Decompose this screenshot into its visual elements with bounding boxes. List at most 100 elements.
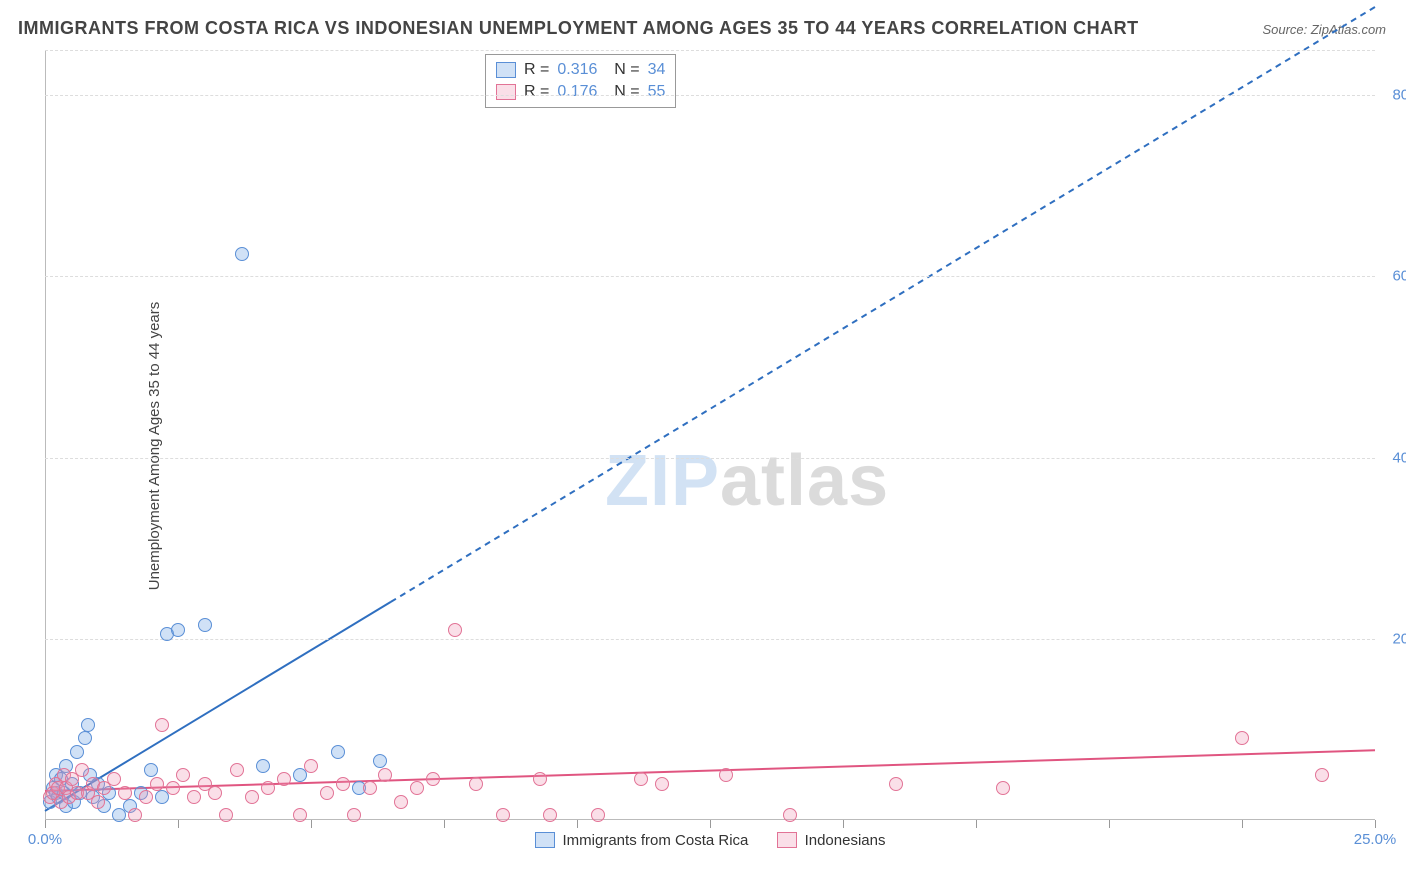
x-tick-label: 0.0% <box>28 831 62 848</box>
data-point <box>277 772 291 786</box>
data-point <box>347 808 361 822</box>
data-point <box>91 795 105 809</box>
legend-stats: R = 0.316 N = 34 R = 0.176 N = 55 <box>485 54 676 108</box>
swatch-b-icon <box>777 832 797 848</box>
data-point <box>394 795 408 809</box>
data-point <box>70 745 84 759</box>
chart-container: IMMIGRANTS FROM COSTA RICA VS INDONESIAN… <box>0 0 1406 892</box>
data-point <box>166 781 180 795</box>
data-point <box>293 808 307 822</box>
data-point <box>378 768 392 782</box>
data-point <box>187 790 201 804</box>
gridline <box>45 639 1375 640</box>
swatch-a <box>496 62 516 78</box>
data-point <box>591 808 605 822</box>
data-point <box>719 768 733 782</box>
data-point <box>469 777 483 791</box>
watermark-zip: ZIP <box>605 441 720 521</box>
y-tick-label: 40.0% <box>1380 449 1406 466</box>
data-point <box>426 772 440 786</box>
data-point <box>261 781 275 795</box>
gridline <box>45 95 1375 96</box>
data-point <box>198 618 212 632</box>
x-tick <box>178 820 179 828</box>
data-point <box>245 790 259 804</box>
watermark: ZIPatlas <box>605 440 889 522</box>
n-label: N = <box>605 59 639 81</box>
swatch-a-icon <box>535 832 555 848</box>
n-value-b: 55 <box>648 81 666 103</box>
r-label: R = <box>524 81 549 103</box>
data-point <box>410 781 424 795</box>
n-value-a: 34 <box>648 59 666 81</box>
x-tick <box>444 820 445 828</box>
data-point <box>1235 731 1249 745</box>
source-label: Source: ZipAtlas.com <box>1262 22 1386 37</box>
x-tick <box>45 820 46 828</box>
x-tick <box>1109 820 1110 828</box>
r-label: R = <box>524 59 549 81</box>
data-point <box>235 247 249 261</box>
data-point <box>208 786 222 800</box>
data-point <box>81 718 95 732</box>
data-point <box>533 772 547 786</box>
r-value-a: 0.316 <box>557 59 597 81</box>
data-point <box>230 763 244 777</box>
r-value-b: 0.176 <box>557 81 597 103</box>
legend-label-b: Indonesians <box>805 832 886 849</box>
y-tick-label: 80.0% <box>1380 87 1406 104</box>
legend-label-a: Immigrants from Costa Rica <box>563 832 749 849</box>
gridline <box>45 276 1375 277</box>
legend-row-a: R = 0.316 N = 34 <box>496 59 665 81</box>
n-label: N = <box>605 81 639 103</box>
data-point <box>256 759 270 773</box>
data-point <box>634 772 648 786</box>
data-point <box>155 718 169 732</box>
data-point <box>543 808 557 822</box>
gridline <box>45 458 1375 459</box>
data-point <box>783 808 797 822</box>
swatch-b <box>496 84 516 100</box>
gridline <box>45 50 1375 51</box>
x-tick <box>1375 820 1376 828</box>
data-point <box>75 763 89 777</box>
data-point <box>448 623 462 637</box>
data-point <box>144 763 158 777</box>
data-point <box>78 731 92 745</box>
x-tick <box>976 820 977 828</box>
legend-item-a: Immigrants from Costa Rica <box>535 832 749 849</box>
x-tick-label: 25.0% <box>1354 831 1397 848</box>
data-point <box>320 786 334 800</box>
data-point <box>363 781 377 795</box>
x-tick <box>1242 820 1243 828</box>
data-point <box>336 777 350 791</box>
data-point <box>176 768 190 782</box>
legend-item-b: Indonesians <box>777 832 886 849</box>
data-point <box>150 777 164 791</box>
data-point <box>139 790 153 804</box>
plot-area: ZIPatlas R = 0.316 N = 34 R = 0.176 N = … <box>45 50 1375 820</box>
legend-series: Immigrants from Costa Rica Indonesians <box>45 832 1375 853</box>
data-point <box>171 623 185 637</box>
data-point <box>331 745 345 759</box>
x-tick <box>577 820 578 828</box>
data-point <box>128 808 142 822</box>
data-point <box>304 759 318 773</box>
data-point <box>107 772 121 786</box>
data-point <box>996 781 1010 795</box>
data-point <box>1315 768 1329 782</box>
watermark-atlas: atlas <box>720 441 889 521</box>
chart-title: IMMIGRANTS FROM COSTA RICA VS INDONESIAN… <box>18 18 1139 39</box>
data-point <box>496 808 510 822</box>
data-point <box>889 777 903 791</box>
trendlines <box>45 50 1375 820</box>
x-tick <box>710 820 711 828</box>
data-point <box>655 777 669 791</box>
x-tick <box>843 820 844 828</box>
x-tick <box>311 820 312 828</box>
legend-row-b: R = 0.176 N = 55 <box>496 81 665 103</box>
y-tick-label: 60.0% <box>1380 268 1406 285</box>
y-tick-label: 20.0% <box>1380 630 1406 647</box>
data-point <box>219 808 233 822</box>
data-point <box>118 786 132 800</box>
